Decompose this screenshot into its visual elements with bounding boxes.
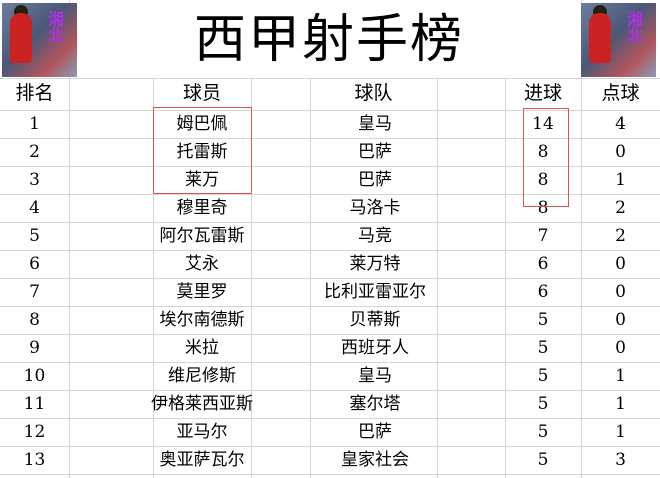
cell-goals[interactable]: 8 bbox=[537, 198, 549, 218]
player-figure bbox=[10, 13, 32, 63]
cell-goals[interactable]: 6 bbox=[537, 254, 549, 274]
cell-player[interactable]: 莱万 bbox=[185, 170, 219, 190]
cell-team[interactable]: 西班牙人 bbox=[341, 338, 409, 358]
cell-player[interactable]: 托雷斯 bbox=[176, 142, 228, 162]
cell-player[interactable]: 穆里奇 bbox=[176, 198, 228, 218]
cell-player[interactable]: 埃尔南德斯 bbox=[159, 310, 245, 330]
cell-goals[interactable]: 8 bbox=[537, 142, 549, 162]
header-player: 球员 bbox=[182, 82, 221, 104]
cell-team[interactable]: 皇马 bbox=[358, 366, 392, 386]
grid-row-line bbox=[0, 306, 660, 307]
cell-player[interactable]: 阿尔瓦雷斯 bbox=[159, 226, 245, 246]
cell-goals[interactable]: 6 bbox=[537, 282, 549, 302]
cell-penalties[interactable]: 0 bbox=[615, 282, 626, 302]
cell-player[interactable]: 莫里罗 bbox=[176, 282, 228, 302]
grid-row-line bbox=[0, 78, 660, 79]
grid-row-line bbox=[0, 418, 660, 419]
grid-row-line bbox=[0, 194, 660, 195]
cell-rank[interactable]: 13 bbox=[23, 450, 46, 470]
cell-team[interactable]: 莱万特 bbox=[349, 254, 401, 274]
title-area bbox=[153, 0, 581, 78]
cell-penalties[interactable]: 1 bbox=[615, 394, 626, 414]
header-team: 球队 bbox=[354, 82, 393, 104]
cell-goals[interactable]: 14 bbox=[532, 114, 554, 134]
cell-goals[interactable]: 7 bbox=[537, 226, 549, 246]
cell-team[interactable]: 塞尔塔 bbox=[349, 394, 401, 414]
cell-penalties[interactable]: 2 bbox=[615, 198, 626, 218]
cell-rank[interactable]: 8 bbox=[29, 310, 40, 330]
cell-player[interactable]: 姆巴佩 bbox=[176, 114, 228, 134]
cell-penalties[interactable]: 3 bbox=[615, 450, 626, 470]
cell-rank[interactable]: 10 bbox=[23, 366, 46, 386]
grid-row-line bbox=[0, 362, 660, 363]
grid-row-line bbox=[0, 334, 660, 335]
cell-player[interactable]: 奥亚萨瓦尔 bbox=[159, 450, 245, 470]
player-figure bbox=[589, 13, 611, 63]
grid-row-line bbox=[0, 278, 660, 279]
grid-row-line bbox=[0, 250, 660, 251]
cell-goals[interactable]: 5 bbox=[537, 338, 549, 358]
header-rank: 排名 bbox=[15, 82, 54, 104]
header-penalties: 点球 bbox=[601, 82, 640, 104]
cell-penalties[interactable]: 2 bbox=[615, 226, 626, 246]
cell-goals[interactable]: 5 bbox=[537, 366, 549, 386]
image-lettering: 湘北 bbox=[45, 11, 64, 43]
cell-rank[interactable]: 9 bbox=[29, 338, 40, 358]
cell-rank[interactable]: 5 bbox=[29, 226, 40, 246]
grid-row-line bbox=[0, 222, 660, 223]
grid-row-line bbox=[0, 138, 660, 139]
cell-penalties[interactable]: 0 bbox=[615, 142, 626, 162]
grid-column-line bbox=[69, 0, 70, 478]
cell-player[interactable]: 维尼修斯 bbox=[168, 366, 236, 386]
cell-rank[interactable]: 11 bbox=[23, 394, 46, 414]
grid-row-line bbox=[0, 390, 660, 391]
grid-row-line bbox=[0, 110, 660, 111]
cell-penalties[interactable]: 1 bbox=[615, 422, 626, 442]
grid-row-line bbox=[0, 166, 660, 167]
player-highlight-box bbox=[153, 107, 252, 194]
cell-goals[interactable]: 5 bbox=[537, 310, 549, 330]
cell-player[interactable]: 亚马尔 bbox=[176, 422, 228, 442]
cell-rank[interactable]: 6 bbox=[29, 254, 40, 274]
cell-penalties[interactable]: 0 bbox=[615, 310, 626, 330]
cell-penalties[interactable]: 1 bbox=[615, 366, 626, 386]
cell-goals[interactable]: 5 bbox=[537, 422, 549, 442]
basketball-player-image-left: 湘北 bbox=[2, 3, 77, 77]
cell-goals[interactable]: 8 bbox=[537, 170, 549, 190]
cell-rank[interactable]: 4 bbox=[29, 198, 40, 218]
cell-team[interactable]: 马竞 bbox=[358, 226, 392, 246]
grid-row-line bbox=[0, 446, 660, 447]
cell-team[interactable]: 马洛卡 bbox=[349, 198, 401, 218]
basketball-player-image-right: 湘北 bbox=[581, 3, 656, 77]
page-title: 西甲射手榜 bbox=[193, 10, 464, 70]
cell-team[interactable]: 巴萨 bbox=[358, 142, 392, 162]
cell-team[interactable]: 皇马 bbox=[358, 114, 392, 134]
cell-penalties[interactable]: 0 bbox=[615, 338, 626, 358]
grid-column-line bbox=[581, 0, 582, 478]
cell-penalties[interactable]: 0 bbox=[615, 254, 626, 274]
cell-player[interactable]: 艾永 bbox=[185, 254, 219, 274]
cell-rank[interactable]: 3 bbox=[29, 170, 40, 190]
grid-row-line bbox=[0, 474, 660, 475]
cell-rank[interactable]: 12 bbox=[23, 422, 46, 442]
cell-team[interactable]: 巴萨 bbox=[358, 422, 392, 442]
cell-team[interactable]: 巴萨 bbox=[358, 170, 392, 190]
cell-team[interactable]: 皇家社会 bbox=[341, 450, 409, 470]
cell-team[interactable]: 贝蒂斯 bbox=[349, 310, 401, 330]
cell-rank[interactable]: 2 bbox=[29, 142, 40, 162]
cell-rank[interactable]: 7 bbox=[29, 282, 40, 302]
cell-penalties[interactable]: 1 bbox=[615, 170, 626, 190]
cell-goals[interactable]: 5 bbox=[537, 394, 549, 414]
cell-player[interactable]: 伊格莱西亚斯 bbox=[151, 394, 253, 414]
header-goals: 进球 bbox=[523, 82, 562, 104]
image-lettering: 湘北 bbox=[624, 11, 643, 43]
cell-rank[interactable]: 1 bbox=[29, 114, 40, 134]
cell-player[interactable]: 米拉 bbox=[185, 338, 219, 358]
cell-goals[interactable]: 5 bbox=[537, 450, 549, 470]
cell-penalties[interactable]: 4 bbox=[615, 114, 626, 134]
goals-highlight-box bbox=[523, 108, 569, 207]
cell-team[interactable]: 比利亚雷亚尔 bbox=[324, 282, 426, 302]
